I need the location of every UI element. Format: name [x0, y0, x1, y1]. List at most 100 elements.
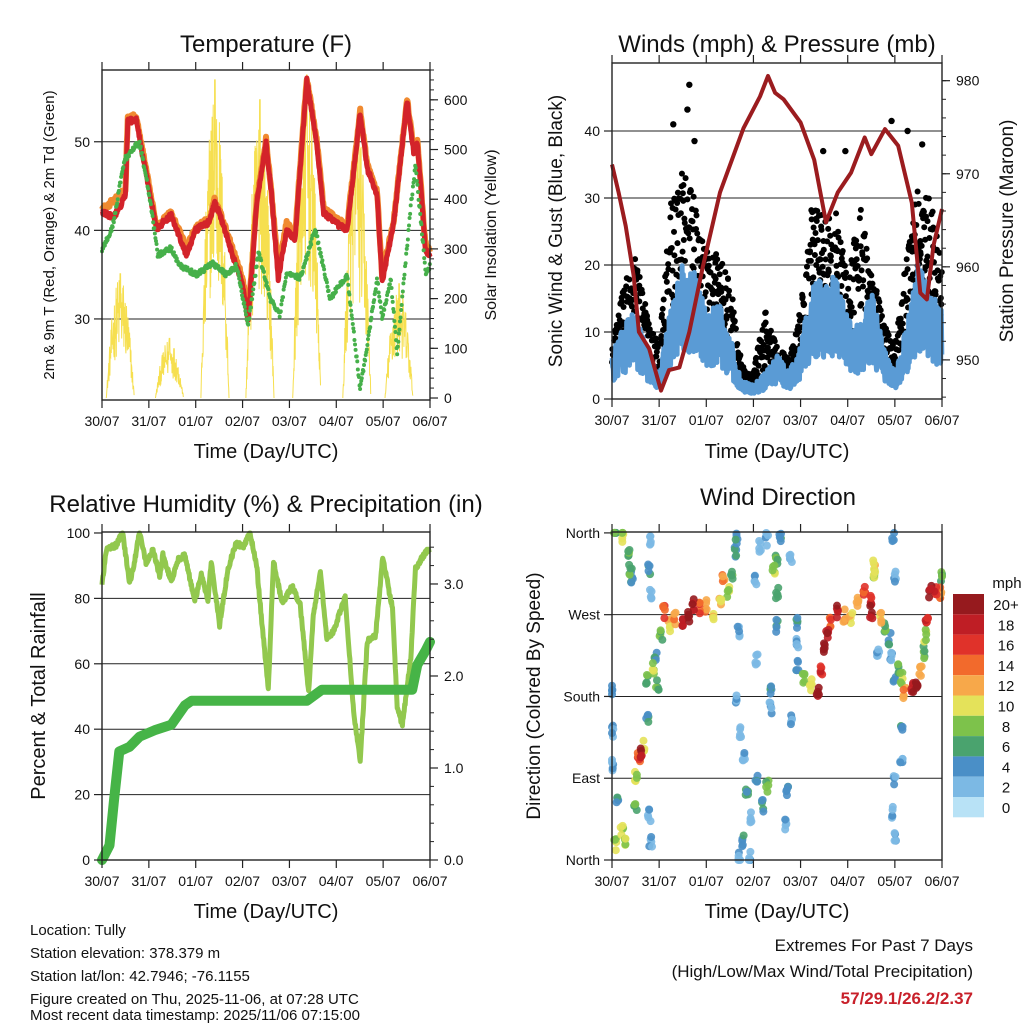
humidity-line — [99, 530, 432, 764]
dewpoint-point — [171, 250, 176, 255]
dewpoint-point — [350, 316, 355, 321]
dewpoint-point — [353, 342, 358, 347]
gust-point — [795, 328, 802, 335]
direction-point — [645, 805, 654, 814]
gust-point — [937, 295, 944, 302]
pressure-line — [610, 74, 944, 393]
dewpoint-point — [389, 286, 394, 291]
gust-point — [873, 288, 880, 295]
direction-point — [647, 832, 656, 841]
dewpoint-point — [409, 196, 414, 201]
legend-swatch — [953, 715, 984, 737]
direction-point — [648, 659, 657, 668]
direction-point — [715, 595, 724, 604]
direction-point — [782, 785, 791, 794]
dewpoint-point — [320, 258, 325, 263]
dewpoint-point — [369, 315, 374, 320]
direction-point — [630, 800, 639, 809]
dewpoint-point — [150, 213, 155, 218]
gust-point — [663, 278, 670, 285]
direction-point — [642, 679, 651, 688]
direction-point — [659, 602, 668, 611]
direction-point — [899, 694, 908, 703]
gust-point — [670, 121, 677, 128]
gust-point — [659, 305, 666, 312]
gust-point — [773, 343, 780, 350]
dewpoint-point — [279, 302, 284, 307]
gust-point — [888, 117, 895, 125]
winds-ylabel: Sonic Wind & Gust (Blue, Black) — [546, 95, 567, 367]
latlon-text: Station lat/lon: 42.7946; -76.1155 — [30, 968, 250, 985]
dewpoint-point — [399, 308, 404, 313]
x-tick-label: 30/07 — [84, 873, 119, 889]
dewpoint-point — [399, 303, 404, 308]
gust-point — [692, 207, 699, 214]
gust-point — [838, 283, 845, 290]
direction-point — [826, 615, 835, 624]
direction-point — [877, 608, 886, 617]
dewpoint-point — [283, 279, 288, 284]
direction-point — [646, 532, 655, 541]
dewpoint-point — [365, 343, 370, 348]
direction-point — [645, 540, 654, 549]
direction-point — [762, 782, 771, 791]
humidity-title: Relative Humidity (%) & Precipitation (i… — [49, 491, 482, 518]
legend-swatch — [953, 675, 984, 696]
plot-frame — [611, 62, 943, 400]
gust-point — [908, 237, 915, 244]
direction-point — [868, 614, 877, 623]
direction-point — [735, 627, 744, 636]
dewpoint-point — [347, 292, 352, 297]
y-tick-label: 20 — [74, 787, 90, 803]
gust-point — [722, 269, 729, 276]
dewpoint-point — [361, 369, 366, 374]
dewpoint-point — [152, 231, 157, 236]
dewpoint-point — [252, 281, 257, 286]
wind-direction-panel: Wind Direction Time (Day/UTC) Direction … — [524, 484, 1022, 923]
direction-point — [654, 685, 663, 694]
direction-point — [611, 846, 620, 855]
direction-point — [888, 805, 897, 814]
dewpoint-point — [242, 304, 247, 309]
x-tick-label: 31/07 — [131, 873, 166, 889]
gust-point — [691, 137, 698, 145]
x-tick-label: 03/07 — [272, 873, 307, 889]
direction-point — [648, 665, 657, 674]
dewpoint-point — [138, 144, 143, 149]
dewpoint-point — [422, 260, 427, 265]
gust-point — [858, 301, 865, 308]
gust-point — [639, 290, 646, 297]
direction-point — [793, 613, 802, 622]
dewpoint-point — [279, 298, 284, 303]
direction-point — [890, 829, 899, 838]
dewpoint-point — [366, 333, 371, 338]
gust-point — [877, 307, 884, 314]
direction-point — [776, 537, 785, 546]
direction-point — [920, 647, 929, 656]
humidity-ylabel: Percent & Total Rainfall — [28, 592, 50, 800]
gust-point — [936, 249, 943, 256]
y-right-tick-label: 960 — [956, 259, 980, 275]
direction-point — [724, 586, 733, 595]
direction-point — [894, 660, 903, 669]
dewpoint-point — [189, 267, 194, 272]
dewpoint-point — [405, 237, 410, 242]
extremes-subtitle: (High/Low/Max Wind/Total Precipitation) — [672, 962, 973, 981]
gust-point — [827, 257, 834, 264]
dewpoint-point — [253, 273, 258, 278]
y-right-tick-label: 3.0 — [444, 576, 464, 592]
gust-point — [652, 335, 659, 342]
direction-point — [896, 758, 905, 767]
direction-point — [870, 565, 879, 574]
direction-point — [739, 831, 748, 840]
dewpoint-point — [363, 358, 368, 363]
gust-point — [864, 255, 871, 262]
gust-point — [853, 237, 860, 244]
direction-point — [819, 645, 828, 654]
dewpoint-point — [240, 293, 245, 298]
dewpoint-point — [348, 302, 353, 307]
dewpoint-point — [316, 240, 321, 245]
dewpoint-point — [238, 284, 243, 289]
pressure-ylabel: Station Pressure (Maroon) — [997, 120, 1018, 343]
